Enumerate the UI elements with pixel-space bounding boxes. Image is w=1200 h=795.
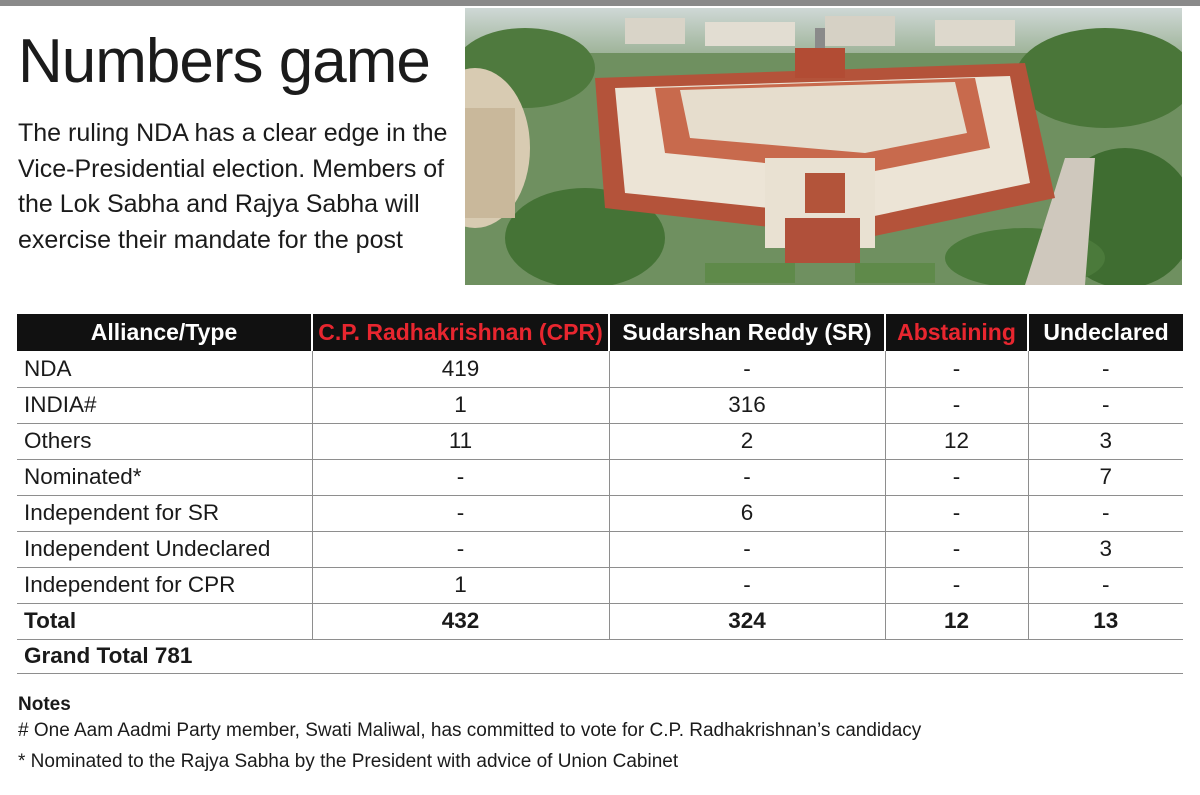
cpr-cell: 1: [311, 387, 609, 424]
total-undeclared: 13: [1027, 603, 1183, 640]
total-abstaining: 12: [884, 603, 1028, 640]
total-row: Total 432 324 12 13: [17, 603, 1183, 640]
note-item: # One Aam Aadmi Party member, Swati Mali…: [18, 720, 922, 741]
cpr-cell: -: [311, 531, 609, 568]
row-label: NDA: [17, 351, 312, 388]
row-label: INDIA#: [17, 387, 312, 424]
table-row: INDIA# 1 316 - -: [17, 387, 1183, 424]
sr-cell: -: [608, 351, 885, 388]
grand-total: Grand Total 781: [17, 638, 1183, 674]
undeclared-cell: -: [1027, 387, 1183, 424]
column-header-sr: Sudarshan Reddy (SR): [608, 314, 885, 351]
column-header-alliance: Alliance/Type: [17, 314, 312, 351]
abstaining-cell: -: [884, 351, 1028, 388]
cpr-cell: 1: [311, 567, 609, 604]
intro-text: The ruling NDA has a clear edge in the V…: [18, 119, 448, 254]
note-item: * Nominated to the Rajya Sabha by the Pr…: [18, 751, 679, 772]
row-label: Nominated*: [17, 459, 312, 496]
row-label: Independent Undeclared: [17, 531, 312, 568]
column-header-undeclared: Undeclared: [1027, 314, 1183, 351]
sr-cell: -: [608, 459, 885, 496]
page-title: Numbers game: [18, 27, 431, 96]
undeclared-cell: 3: [1027, 531, 1183, 568]
column-header-abstaining: Abstaining: [884, 314, 1028, 351]
abstaining-cell: -: [884, 459, 1028, 496]
sr-cell: 6: [608, 495, 885, 532]
notes-title: Notes: [18, 694, 71, 715]
undeclared-cell: 3: [1027, 423, 1183, 460]
table-row: Nominated* - - - 7: [17, 459, 1183, 496]
parliament-building-photo: [465, 8, 1182, 285]
sr-cell: -: [608, 567, 885, 604]
table-row: NDA 419 - - -: [17, 351, 1183, 388]
cpr-cell: 419: [311, 351, 609, 388]
undeclared-cell: -: [1027, 351, 1183, 388]
table-row: Independent for SR - 6 - -: [17, 495, 1183, 532]
total-sr: 324: [608, 603, 885, 640]
cpr-cell: 11: [311, 423, 609, 460]
sr-cell: 316: [608, 387, 885, 424]
sr-cell: -: [608, 531, 885, 568]
table-row: Independent for CPR 1 - - -: [17, 567, 1183, 604]
undeclared-cell: 7: [1027, 459, 1183, 496]
total-cpr: 432: [311, 603, 609, 640]
table-row: Independent Undeclared - - - 3: [17, 531, 1183, 568]
abstaining-cell: -: [884, 531, 1028, 568]
abstaining-cell: -: [884, 567, 1028, 604]
top-rule: [0, 0, 1200, 6]
row-label: Independent for SR: [17, 495, 312, 532]
vote-table: Alliance/Type C.P. Radhakrishnan (CPR) S…: [17, 314, 1183, 640]
cpr-cell: -: [311, 495, 609, 532]
cpr-cell: -: [311, 459, 609, 496]
table-row: Others 11 2 12 3: [17, 423, 1183, 460]
undeclared-cell: -: [1027, 495, 1183, 532]
row-label: Independent for CPR: [17, 567, 312, 604]
row-label: Others: [17, 423, 312, 460]
abstaining-cell: 12: [884, 423, 1028, 460]
total-label: Total: [17, 603, 312, 640]
abstaining-cell: -: [884, 495, 1028, 532]
abstaining-cell: -: [884, 387, 1028, 424]
undeclared-cell: -: [1027, 567, 1183, 604]
table-header-row: Alliance/Type C.P. Radhakrishnan (CPR) S…: [17, 314, 1183, 351]
sr-cell: 2: [608, 423, 885, 460]
column-header-cpr: C.P. Radhakrishnan (CPR): [311, 314, 609, 351]
